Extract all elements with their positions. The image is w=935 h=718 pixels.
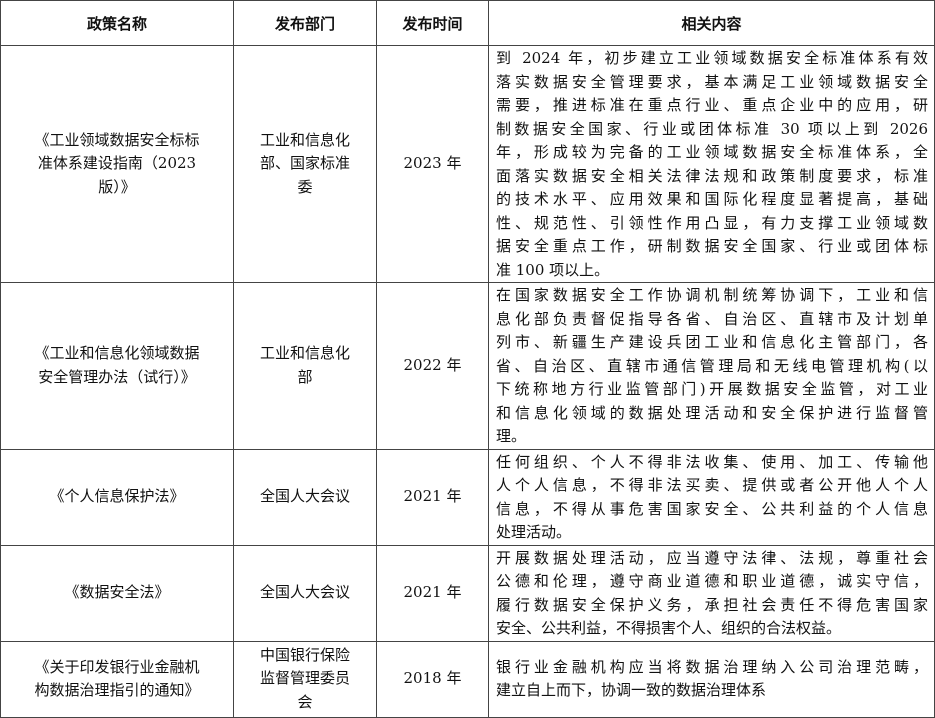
department-line: 工业和信息化 — [259, 344, 350, 363]
content-cell: 开展数据处理活动，应当遵守法律、法规，尊重社会 公德和伦理，遵守商业道德和职业道德… — [488, 544, 935, 642]
content-line: 履行数据安全保护义务，承担社会责任不得危害国家 — [496, 595, 928, 614]
header-department: 发布部门 — [233, 0, 377, 46]
policy-name-cell: 《关于印发银行业金融机 构数据治理指引的通知》 — [0, 640, 234, 718]
content-line: 处理活动。 — [496, 523, 572, 541]
department-cell: 中国银行保险 监督管理委员会 — [233, 640, 377, 718]
content-line: 下统称地方行业监管部门)开展数据安全监管，对工业 — [496, 380, 928, 398]
policy-name-line: 版）》 — [98, 177, 136, 196]
policy-name-cell: 《数据安全法》 — [0, 544, 234, 642]
content-line: 公德和伦理，遵守商业道德和职业道德，诚实守信， — [496, 572, 928, 590]
policy-name-line: 《关于印发银行业金融机 — [34, 657, 200, 676]
header-row: 政策名称 发布部门 发布时间 相关内容 — [0, 0, 935, 46]
policy-name-line: 《个人信息保护法》 — [49, 487, 185, 506]
content-cell: 到 2024 年，初步建立工业领域数据安全标准体系有效 落实数据安全管理要求，基本… — [488, 45, 935, 283]
department-cell: 全国人大会议 — [233, 544, 377, 642]
content-line: 的技术水平、应用效果和国际化程度显著提高，基础 — [496, 190, 928, 208]
content-line: 需要，推进标准在重点行业、重点企业中的应用，研 — [496, 96, 928, 114]
content-line: 银行业金融机构应当将数据治理纳入公司治理范畴， — [496, 657, 928, 676]
content-line: 息化部负责督促指导各省、自治区、直辖市及计划单 — [496, 309, 928, 328]
department-line: 中国银行保险 — [259, 645, 350, 664]
department-cell: 全国人大会议 — [233, 448, 377, 546]
content-line: 建立自上而下，协调一致的数据治理体系 — [496, 681, 767, 699]
department-line: 工业和信息化 — [259, 130, 350, 149]
content-line: 人个人信息，不得非法买卖、提供或者公开他人个人 — [496, 476, 928, 494]
content-line: 列市、新疆生产建设兵团工业和信息化主管部门，各 — [496, 333, 928, 351]
department-cell: 工业和信息化 部、国家标准委 — [233, 45, 377, 283]
policy-name-line: 安全管理办法（试行）》 — [38, 367, 196, 386]
content-cell: 任何组织、个人不得非法收集、使用、加工、传输他 人个人信息，不得非法买卖、提供或者… — [488, 448, 935, 546]
department-line: 全国人大会议 — [259, 487, 350, 506]
content-line: 在国家数据安全工作协调机制统筹协调下，工业和信 — [496, 286, 928, 304]
content-line: 据安全重点工作，研制数据安全国家、行业或团体标 — [496, 237, 928, 255]
policy-name-line: 构数据治理指引的通知》 — [34, 681, 200, 699]
date-cell: 2022 年 — [376, 282, 489, 450]
table-row: 《工业领域数据安全标标 准体系建设指南（2023 版）》 工业和信息化 部、国家标准委 2… — [0, 45, 935, 283]
content-line: 安全、公共利益，不得损害个人、组织的合法权益。 — [496, 619, 842, 637]
department-line: 监督管理委员 — [259, 669, 350, 688]
content-line: 到 2024 年，初步建立工业领域数据安全标准体系有效 — [496, 49, 928, 67]
department-line: 会 — [297, 692, 313, 711]
department-line: 委 — [297, 177, 313, 196]
content-line: 信息，不得从事危害国家安全、公共利益的个人信息 — [496, 499, 928, 518]
policy-name-line: 准体系建设指南（2023 — [37, 154, 197, 173]
date-cell: 2018 年 — [376, 640, 489, 718]
policy-name-line: 《工业和信息化领域数据 — [34, 344, 200, 363]
date-cell: 2023 年 — [376, 45, 489, 283]
department-cell: 工业和信息化部 — [233, 282, 377, 450]
content-cell: 在国家数据安全工作协调机制统筹协调下，工业和信 息化部负责督促指导各省、自治区、直… — [488, 282, 935, 450]
content-line: 面落实数据安全相关法律法规和政策制度要求，标准 — [496, 166, 928, 185]
policy-name-line: 《数据安全法》 — [64, 583, 170, 602]
content-line: 制数据安全国家、行业或团体标准 30 项以上到 2026 — [496, 119, 928, 138]
department-line: 部、国家标准 — [259, 154, 350, 173]
content-line: 理。 — [496, 427, 527, 445]
content-line: 落实数据安全管理要求，基本满足工业领域数据安全 — [496, 72, 928, 91]
header-content: 相关内容 — [488, 0, 935, 46]
department-line: 部 — [297, 367, 313, 386]
header-date: 发布时间 — [376, 0, 489, 46]
department-line: 全国人大会议 — [259, 583, 350, 602]
header-policy-name: 政策名称 — [0, 0, 234, 46]
table-row: 《关于印发银行业金融机 构数据治理指引的通知》 中国银行保险 监督管理委员会 2018 … — [0, 640, 935, 718]
content-line: 开展数据处理活动，应当遵守法律、法规，尊重社会 — [496, 548, 928, 567]
table-row: 《数据安全法》 全国人大会议 2021 年开展数据处理活动，应当遵守法律、法规，尊重… — [0, 544, 935, 642]
content-line: 年，形成较为完备的工业领域数据安全标准体系，全 — [496, 143, 928, 161]
content-line: 准 100 项以上。 — [496, 260, 610, 279]
content-cell: 银行业金融机构应当将数据治理纳入公司治理范畴， 建立自上而下，协调一致的数据治理体… — [488, 640, 935, 718]
content-line: 和信息化领域的数据处理活动和安全保护进行监督管 — [496, 403, 928, 422]
content-line: 任何组织、个人不得非法收集、使用、加工、传输他 — [496, 452, 928, 471]
content-line: 性、规范性、引领性作用凸显，有力支撑工业领域数 — [496, 213, 928, 232]
date-cell: 2021 年 — [376, 448, 489, 546]
policy-name-cell: 《工业领域数据安全标标 准体系建设指南（2023 版）》 — [0, 45, 234, 283]
policy-name-cell: 《工业和信息化领域数据 安全管理办法（试行）》 — [0, 282, 234, 450]
table-row: 《个人信息保护法》 全国人大会议 2021 年任何组织、个人不得非法收集、使用、加工… — [0, 448, 935, 546]
policy-name-cell: 《个人信息保护法》 — [0, 448, 234, 546]
table-row: 《工业和信息化领域数据 安全管理办法（试行）》 工业和信息化部 2022 年在国家数据… — [0, 282, 935, 450]
date-cell: 2021 年 — [376, 544, 489, 642]
content-line: 省、自治区、直辖市通信管理局和无线电管理机构(以 — [496, 356, 928, 375]
policy-name-line: 《工业领域数据安全标标 — [34, 130, 200, 149]
